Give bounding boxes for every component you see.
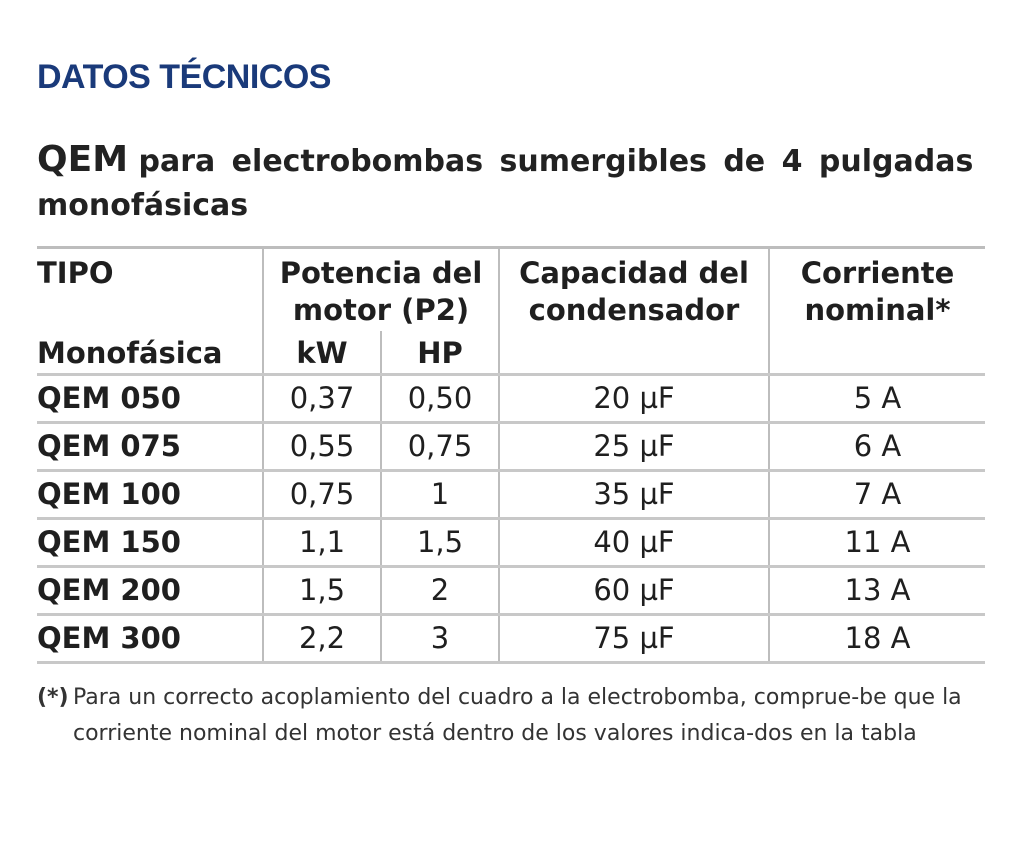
cell-kw: 1,1 (262, 517, 381, 567)
col-header-corriente: Corriente nominal* (768, 246, 985, 375)
cell-capacidad: 25 µF (498, 421, 769, 471)
table-header-row: TIPO Potencia del motor (P2) Capacidad d… (37, 246, 985, 375)
col-header-potencia-l2: motor (P2) (292, 293, 470, 327)
subtitle-description: para electrobombas sumergibles de 4 pulg… (138, 144, 974, 179)
col-header-potencia-l1: Potencia del (279, 256, 483, 290)
cell-hp: 3 (380, 613, 499, 664)
table-row: QEM 150 1,1 1,5 40 µF 11 A (37, 517, 985, 567)
cell-hp: 2 (380, 565, 499, 615)
specs-table: TIPO Potencia del motor (P2) Capacidad d… (37, 246, 985, 664)
table-row: QEM 200 1,5 2 60 µF 13 A (37, 565, 985, 615)
footnote-text: Para un correcto acoplamiento del cuadro… (73, 685, 962, 746)
cell-corriente: 5 A (768, 373, 985, 423)
col-header-hp: HP (380, 331, 499, 375)
col-header-capacidad: Capacidad del condensador (498, 246, 769, 375)
col-header-corriente-l1: Corriente (800, 256, 955, 290)
col-header-potencia: Potencia del motor (P2) (262, 246, 499, 331)
section-heading: DATOS TÉCNICOS (37, 58, 332, 96)
cell-corriente: 13 A (768, 565, 985, 615)
cell-kw: 0,37 (262, 373, 381, 423)
cell-tipo: QEM 300 (37, 613, 263, 664)
cell-corriente: 11 A (768, 517, 985, 567)
cell-tipo: QEM 200 (37, 565, 263, 615)
cell-kw: 0,75 (262, 469, 381, 519)
col-header-tipo: TIPO (37, 246, 263, 331)
cell-capacidad: 75 µF (498, 613, 769, 664)
cell-capacidad: 20 µF (498, 373, 769, 423)
cell-capacidad: 60 µF (498, 565, 769, 615)
footnote-mark: (*) (37, 685, 69, 710)
table-row: QEM 100 0,75 1 35 µF 7 A (37, 469, 985, 519)
subtitle: QEM para electrobombas sumergibles de 4 … (37, 138, 987, 228)
cell-corriente: 7 A (768, 469, 985, 519)
cell-tipo: QEM 100 (37, 469, 263, 519)
table-row: QEM 300 2,2 3 75 µF 18 A (37, 613, 985, 664)
cell-corriente: 18 A (768, 613, 985, 664)
cell-hp: 1 (380, 469, 499, 519)
subtitle-description-cont: monofásicas (37, 188, 249, 223)
cell-kw: 1,5 (262, 565, 381, 615)
cell-hp: 0,50 (380, 373, 499, 423)
cell-corriente: 6 A (768, 421, 985, 471)
model-name: QEM (37, 139, 129, 180)
col-header-corriente-l2: nominal* (804, 293, 951, 327)
table-subheader-row: Monofásica kW HP (37, 331, 985, 375)
footnote: (*) Para un correcto acoplamiento del cu… (37, 680, 985, 752)
table-row: QEM 050 0,37 0,50 20 µF 5 A (37, 373, 985, 423)
cell-capacidad: 40 µF (498, 517, 769, 567)
cell-kw: 0,55 (262, 421, 381, 471)
col-header-monofasica: Monofásica (37, 336, 223, 370)
col-header-kw: kW (262, 331, 381, 375)
cell-capacidad: 35 µF (498, 469, 769, 519)
cell-kw: 2,2 (262, 613, 381, 664)
cell-hp: 1,5 (380, 517, 499, 567)
cell-tipo: QEM 050 (37, 373, 263, 423)
cell-hp: 0,75 (380, 421, 499, 471)
col-header-capacidad-l2: condensador (528, 293, 740, 327)
cell-tipo: QEM 075 (37, 421, 263, 471)
table-row: QEM 075 0,55 0,75 25 µF 6 A (37, 421, 985, 471)
col-header-capacidad-l1: Capacidad del (519, 256, 749, 290)
cell-tipo: QEM 150 (37, 517, 263, 567)
